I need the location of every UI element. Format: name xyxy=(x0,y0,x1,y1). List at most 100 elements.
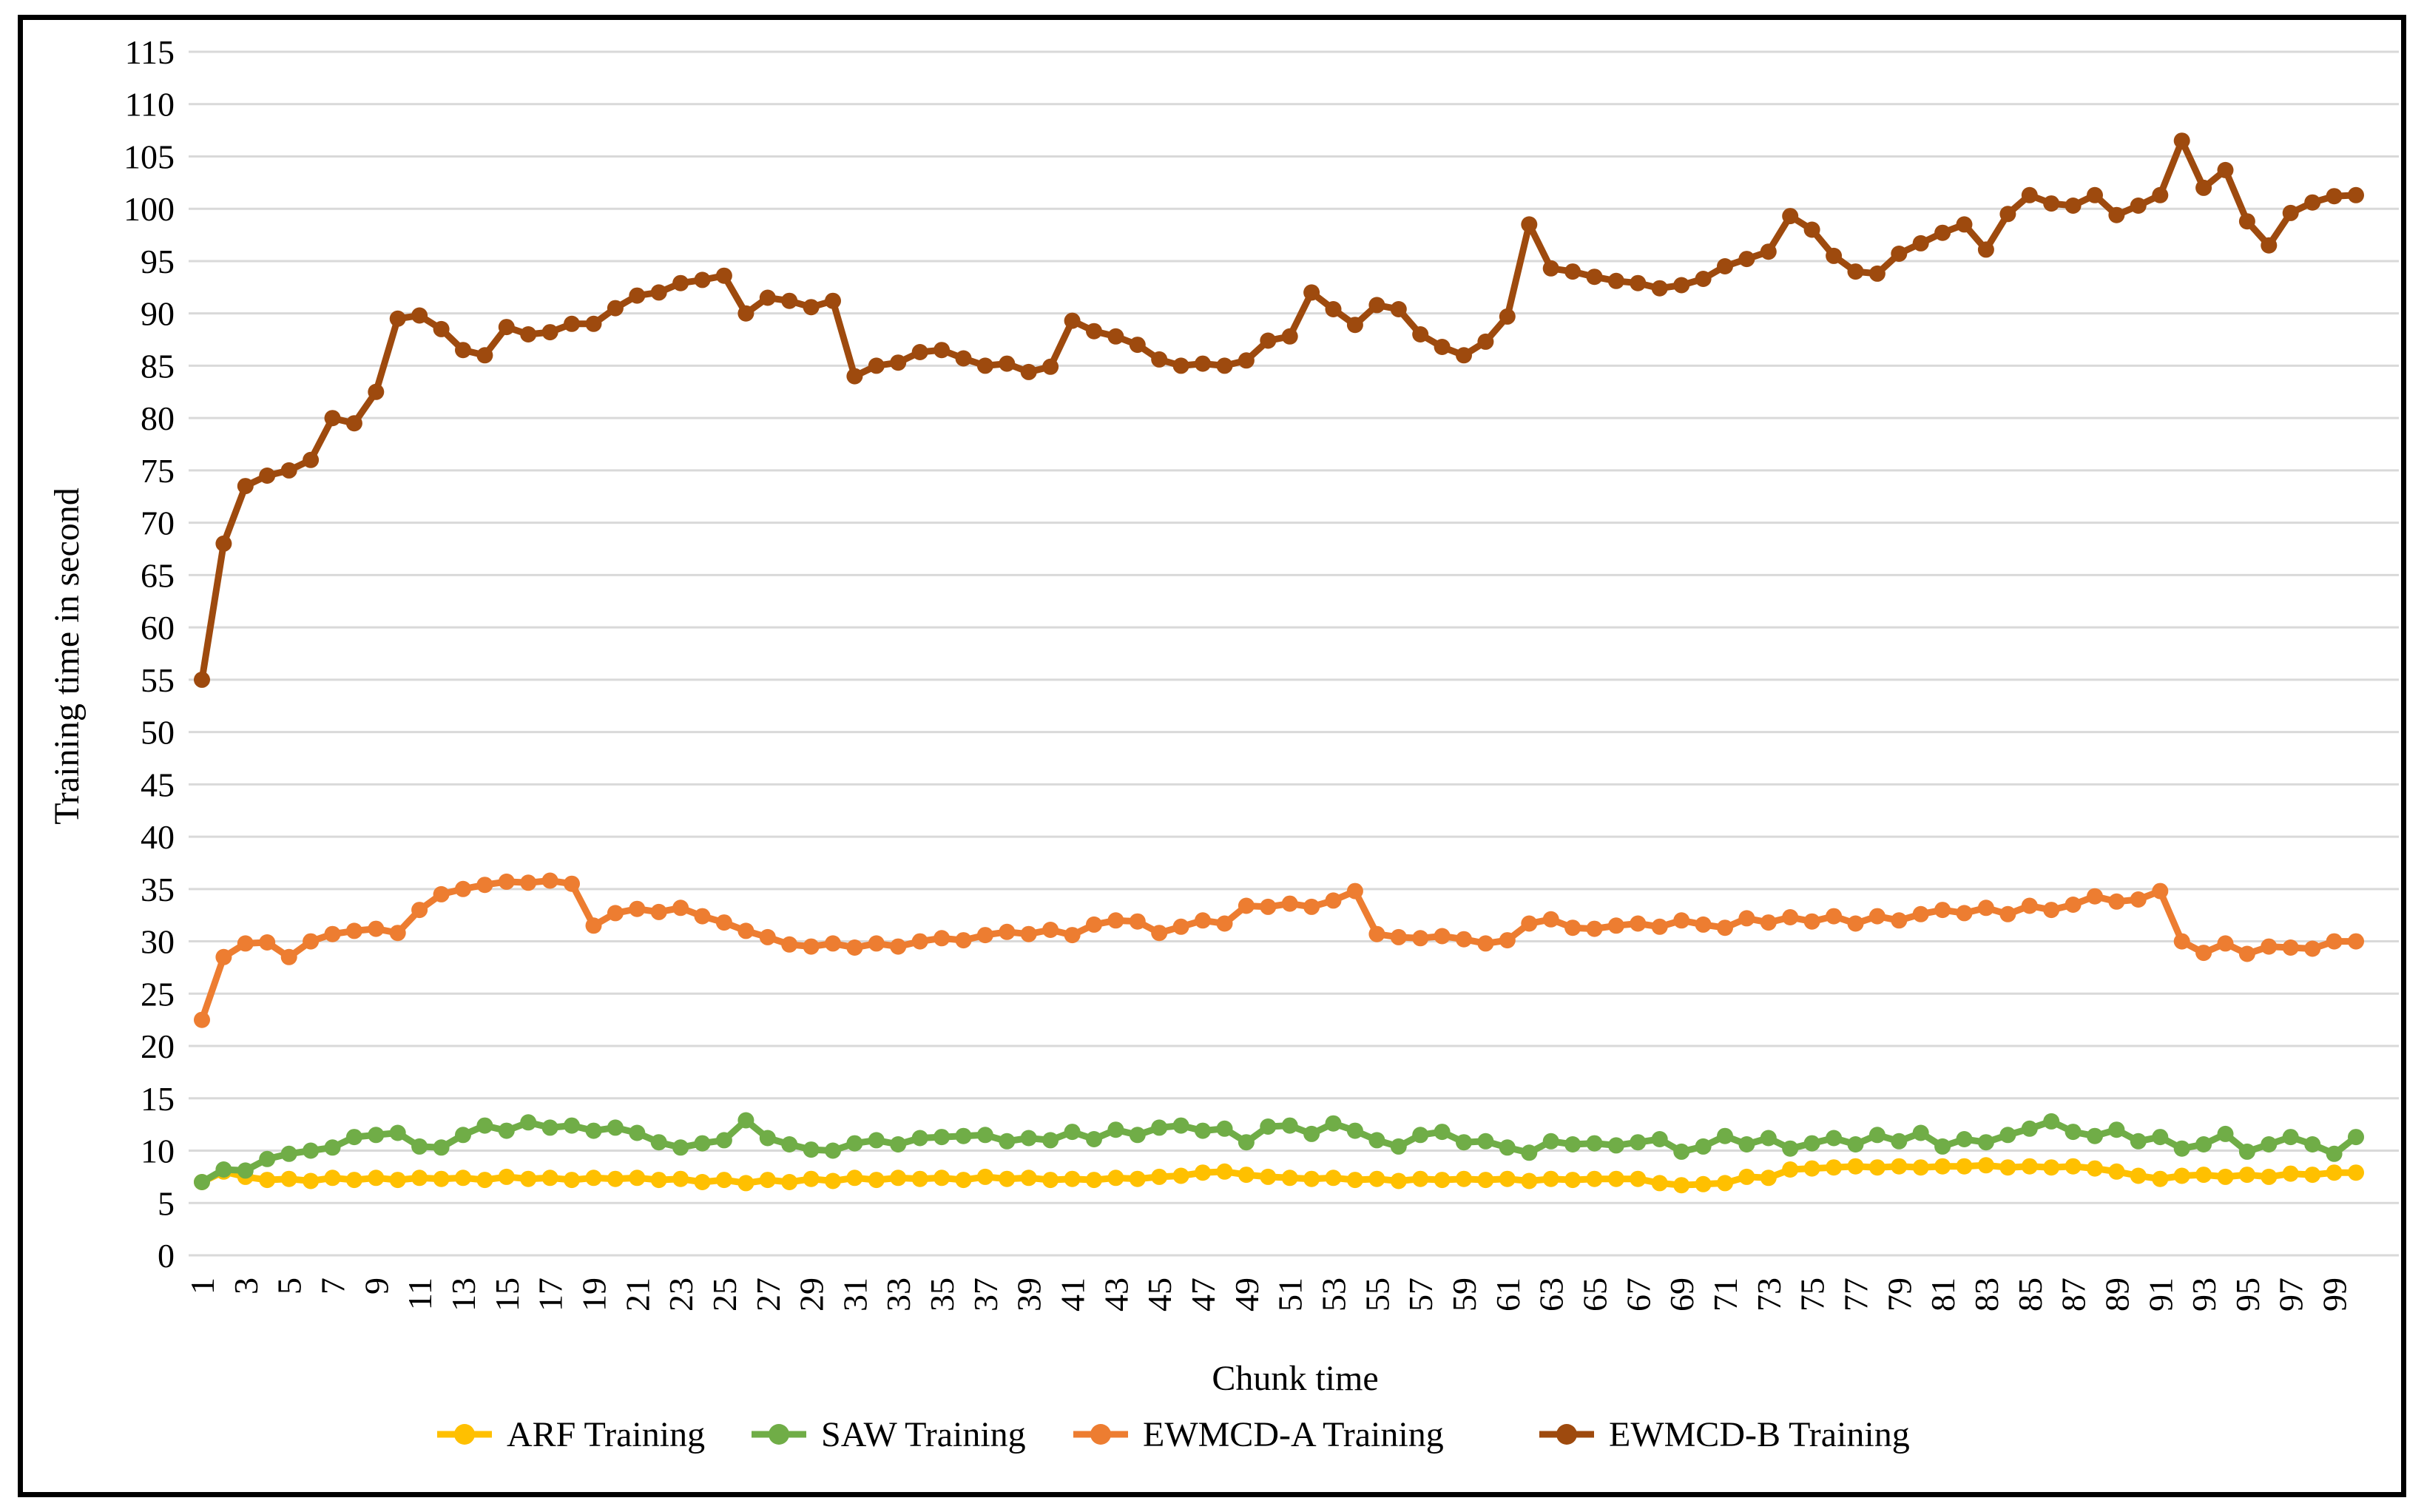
data-point xyxy=(890,354,907,371)
data-point xyxy=(1934,1138,1951,1155)
x-tick-label: 73 xyxy=(1750,1278,1788,1312)
legend-marker-dot xyxy=(1556,1424,1577,1445)
data-point xyxy=(1499,932,1516,949)
data-point xyxy=(2152,186,2169,203)
x-tick-label: 31 xyxy=(836,1278,874,1312)
data-point xyxy=(1912,1124,1929,1141)
data-point xyxy=(1042,1132,1059,1149)
data-point xyxy=(1521,915,1538,932)
data-point xyxy=(2217,935,2234,952)
data-point xyxy=(1303,1125,1320,1142)
data-point xyxy=(2238,213,2255,230)
data-point xyxy=(2304,194,2321,211)
x-tick-label: 3 xyxy=(227,1278,265,1295)
data-point xyxy=(1195,912,1211,929)
data-point xyxy=(1673,1143,1690,1160)
data-point xyxy=(1868,1159,1885,1176)
data-point xyxy=(1891,246,1908,262)
data-point xyxy=(1673,1177,1690,1194)
data-point xyxy=(1390,301,1407,317)
y-tick-label: 85 xyxy=(141,347,175,385)
data-point xyxy=(1172,357,1189,374)
x-tick-label: 91 xyxy=(2141,1278,2179,1312)
series-ewmcd-b-training xyxy=(194,132,2364,688)
data-point xyxy=(1586,1170,1603,1187)
data-point xyxy=(1803,1160,1820,1177)
legend-marker-dot xyxy=(769,1424,789,1445)
legend: ARF Training SAW Training EWMCD-A Training… xyxy=(437,1415,1910,1454)
data-point xyxy=(1891,912,1908,929)
data-point xyxy=(868,1132,885,1149)
data-point xyxy=(411,902,428,919)
data-point xyxy=(1107,912,1124,929)
data-point xyxy=(1738,1136,1755,1152)
data-point xyxy=(1151,1119,1168,1136)
data-point xyxy=(2238,945,2255,962)
series-ewmcd-a-training xyxy=(194,872,2364,1028)
data-point xyxy=(1151,351,1168,368)
data-point xyxy=(976,1168,993,1185)
y-tick-label: 70 xyxy=(141,504,175,542)
data-point xyxy=(2238,1167,2255,1184)
data-point xyxy=(1172,1167,1189,1184)
data-point xyxy=(1695,1175,1712,1192)
data-point xyxy=(1412,326,1429,342)
data-point xyxy=(976,927,993,944)
data-point xyxy=(1151,1168,1168,1185)
data-point xyxy=(1129,1170,1146,1187)
data-point xyxy=(2348,1129,2364,1146)
data-point xyxy=(1630,1134,1647,1151)
x-tick-label: 7 xyxy=(314,1278,351,1295)
data-point xyxy=(1607,917,1624,934)
data-point xyxy=(215,535,232,552)
data-point xyxy=(934,342,951,359)
data-point xyxy=(259,934,276,951)
x-tick-label: 89 xyxy=(2098,1278,2136,1312)
y-tick-label: 0 xyxy=(158,1237,175,1275)
data-point xyxy=(1868,908,1885,925)
x-tick-label: 9 xyxy=(357,1278,395,1295)
data-point xyxy=(1934,224,1951,241)
data-point xyxy=(629,900,646,917)
data-point xyxy=(1826,1159,1843,1176)
data-point xyxy=(389,1124,406,1141)
data-point xyxy=(825,292,841,309)
data-point xyxy=(2087,1127,2103,1144)
data-point xyxy=(2348,933,2364,950)
data-point xyxy=(1847,1136,1864,1152)
data-point xyxy=(2065,1158,2082,1175)
data-point xyxy=(1956,905,1973,922)
data-point xyxy=(1695,1138,1712,1155)
data-point xyxy=(215,948,232,965)
data-point xyxy=(1717,1175,1733,1192)
x-tick-label: 77 xyxy=(1837,1278,1874,1312)
data-point xyxy=(1172,1117,1189,1134)
data-point xyxy=(803,938,820,955)
data-point xyxy=(259,468,276,484)
data-point xyxy=(1368,297,1385,314)
data-point xyxy=(1586,269,1603,286)
x-tick-label: 43 xyxy=(1097,1278,1135,1312)
x-tick-label: 67 xyxy=(1619,1278,1657,1312)
data-point xyxy=(890,1136,907,1152)
data-point xyxy=(2021,897,2038,914)
data-point xyxy=(368,383,385,400)
data-point xyxy=(564,1117,580,1134)
data-point xyxy=(1477,333,1494,350)
legend-marker-dot xyxy=(454,1424,475,1445)
data-point xyxy=(1847,1158,1864,1175)
data-point xyxy=(345,415,362,432)
data-point xyxy=(1717,258,1733,274)
data-point xyxy=(934,930,951,947)
data-point xyxy=(455,1127,471,1144)
data-point xyxy=(2173,933,2190,950)
data-point xyxy=(2173,1167,2190,1184)
data-point xyxy=(715,1132,732,1149)
data-point xyxy=(1956,1158,1973,1175)
y-tick-label: 20 xyxy=(141,1027,175,1065)
data-point xyxy=(2021,186,2038,203)
data-point xyxy=(781,1136,798,1152)
x-tick-label: 75 xyxy=(1794,1278,1831,1312)
data-point xyxy=(759,1130,776,1147)
data-point xyxy=(1325,892,1342,909)
